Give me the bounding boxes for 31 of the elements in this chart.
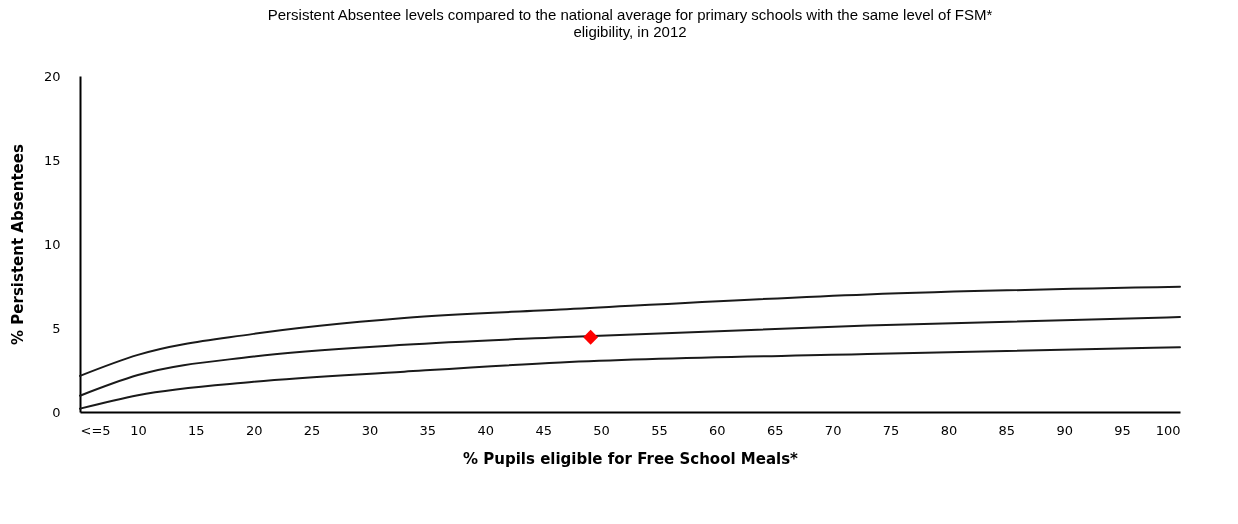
x-tick-label: <=5 <box>80 422 111 438</box>
x-axis-title: % Pupils eligible for Free School Meals* <box>463 449 799 468</box>
y-tick-label: 20 <box>43 68 61 84</box>
y-tick-label: 15 <box>43 152 61 168</box>
x-tick-label: 80 <box>940 422 958 438</box>
x-tick-label: 50 <box>593 422 610 438</box>
x-tick-label: 55 <box>651 422 668 438</box>
y-tick-label: 0 <box>52 404 61 420</box>
chart-title: Persistent Absentee levels compared to the national average for primary schools with the same level of FSM* eligibility, in 2012 <box>267 6 993 40</box>
x-tick-label: 45 <box>535 422 552 438</box>
x-tick-label: 95 <box>1114 422 1131 438</box>
x-tick-label: 30 <box>361 422 379 438</box>
x-tick-label: 60 <box>709 422 726 438</box>
line-series <box>79 316 1181 397</box>
x-tick-label: 20 <box>245 422 263 438</box>
x-tick-label: 70 <box>824 422 842 438</box>
x-tick-label: 10 <box>130 422 147 438</box>
y-tick-label: 5 <box>52 320 61 336</box>
x-tick-label: 35 <box>419 422 437 438</box>
x-tick-label: 75 <box>882 422 900 438</box>
x-tick-label: 25 <box>303 422 321 438</box>
line-series <box>79 285 1181 377</box>
x-tick-label: 40 <box>477 422 495 438</box>
x-tick-label: 85 <box>998 422 1016 438</box>
line-series <box>79 346 1181 410</box>
x-tick-label: 15 <box>188 422 205 438</box>
y-axis-title: % Persistent Absentees <box>8 144 27 345</box>
y-tick-label: 10 <box>43 236 61 252</box>
x-tick-label: 65 <box>766 422 784 438</box>
x-tick-label: 100 <box>1155 422 1181 438</box>
x-tick-label: 90 <box>1056 422 1073 438</box>
